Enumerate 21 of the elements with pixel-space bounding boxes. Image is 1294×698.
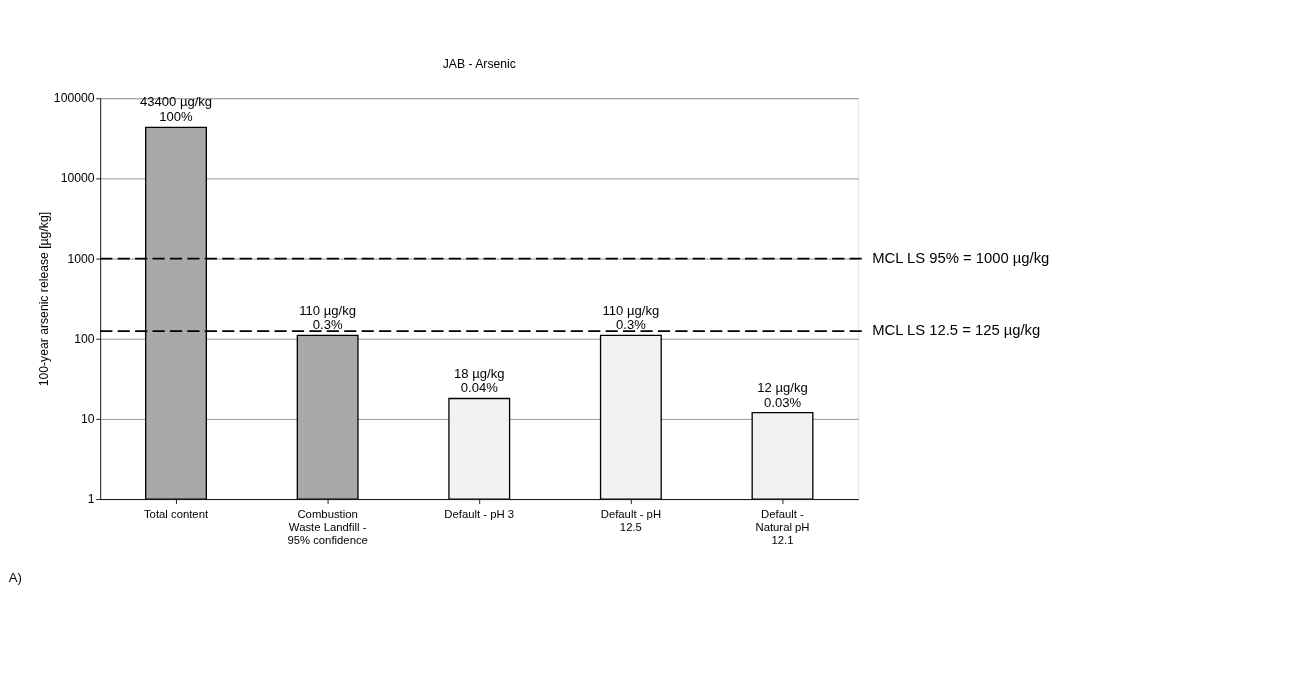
x-tick-label: Combustion Waste Landfill - 95% confidence — [287, 507, 368, 546]
x-tick-label: Total content — [143, 507, 209, 520]
data-label: 110 µg/kg 0.3% — [299, 302, 356, 333]
y-tick-label: 100000 — [53, 91, 95, 106]
y-axis-title: 100-year arsenic release [µg/kg] — [36, 211, 51, 387]
x-tick-label: Default - pH 12.5 — [600, 507, 662, 533]
data-label: 43400 µg/kg 100% — [139, 94, 213, 125]
data-label: 110 µg/kg 0.3% — [602, 302, 660, 333]
data-label: 18 µg/kg 0.04% — [454, 365, 505, 396]
y-tick-label: 10 — [80, 411, 95, 426]
ref-line-label: MCL LS 95% = 1000 µg/kg — [872, 249, 1050, 266]
chart-title: JAB - Arsenic — [442, 56, 516, 71]
y-tick-label: 1 — [87, 492, 95, 507]
y-tick-label: 100 — [74, 331, 95, 346]
ref-line-label: MCL LS 12.5 = 125 µg/kg — [872, 322, 1041, 339]
y-tick-label: 1000 — [67, 251, 95, 266]
x-tick-label: Default - pH 3 — [444, 507, 515, 520]
data-label: 12 µg/kg 0.03% — [757, 379, 808, 410]
x-tick-label: Default - Natural pH 12.1 — [755, 507, 810, 546]
y-tick-label: 10000 — [60, 171, 95, 186]
text: A) — [8, 569, 22, 585]
